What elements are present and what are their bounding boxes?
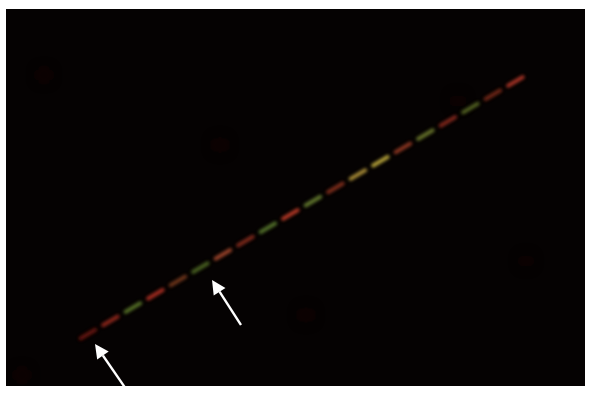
fiber-segment <box>236 234 255 248</box>
fiber-segment <box>78 327 98 341</box>
arrow-shaft <box>101 354 126 386</box>
fiber-segment <box>438 115 458 128</box>
micrograph-canvas <box>6 9 585 386</box>
fiber-segment <box>303 194 323 208</box>
fluorescence-micrograph <box>6 9 585 386</box>
arrow-shaft <box>218 291 243 326</box>
arrow-head <box>212 280 226 296</box>
fiber-segment <box>168 274 188 288</box>
fiber-segment <box>101 314 120 328</box>
fiber-segment <box>461 101 480 115</box>
fiber-segment <box>393 141 413 155</box>
arrow-up-left-icon <box>212 280 243 326</box>
fiber-segment <box>213 248 233 261</box>
annotation-arrows <box>95 280 243 386</box>
fiber-segment <box>371 154 390 168</box>
fiber-segment <box>146 287 165 301</box>
arrow-up-left-icon <box>95 344 126 386</box>
dark-background <box>6 9 585 386</box>
fiber-segment <box>416 128 435 141</box>
background-noise <box>16 69 532 381</box>
fiber-segment <box>348 168 368 181</box>
fiber-segment <box>326 181 345 195</box>
arrow-head <box>95 344 109 360</box>
fiber-segment <box>123 301 143 314</box>
fiber-segment <box>191 261 210 274</box>
fiber-segment <box>258 221 278 235</box>
fiber-segment <box>483 88 503 102</box>
fluorescent-fiber <box>78 75 525 341</box>
fiber-segment <box>506 75 525 88</box>
fiber-segment <box>281 208 300 221</box>
